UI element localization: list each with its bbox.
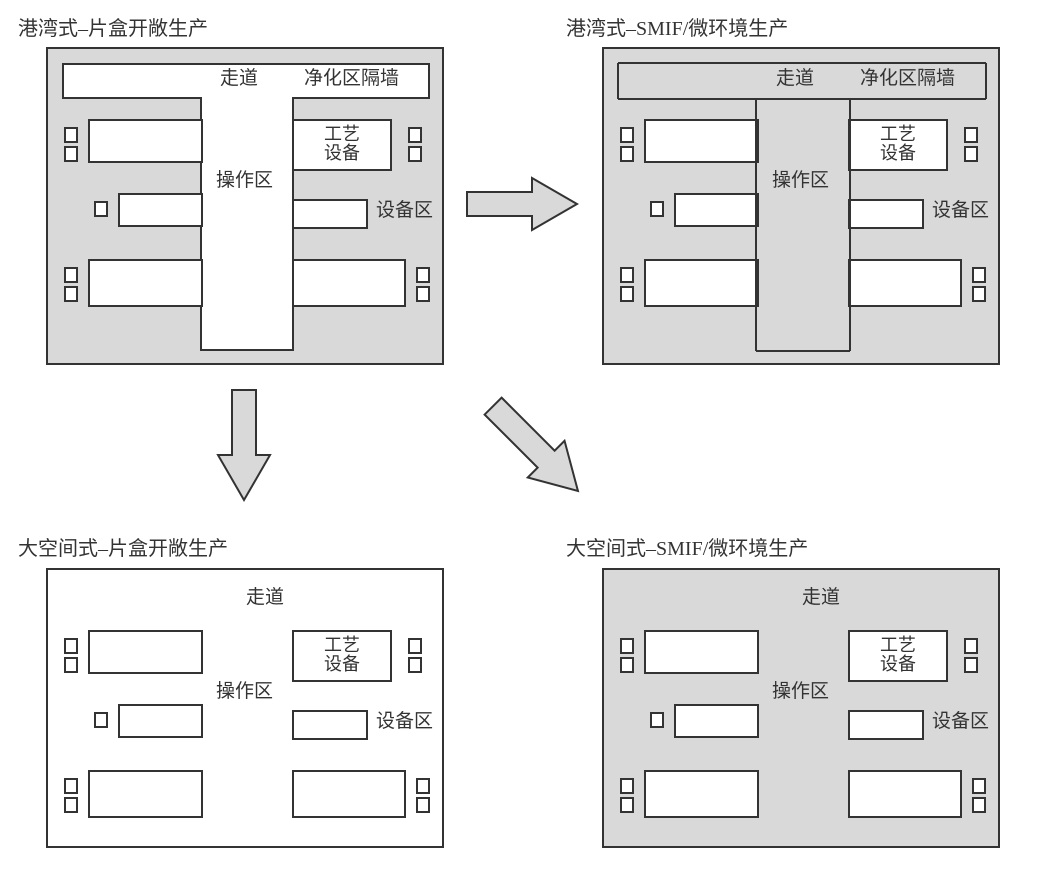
tl-sq-l1a [64,127,78,143]
tl-box-l2 [118,193,203,227]
tl-box-r3 [292,259,406,307]
br-sq-r3a [972,778,986,794]
br-box-r1: 工艺设备 [848,630,948,682]
br-sq-l1b [620,657,634,673]
br-box-r2 [848,710,924,740]
bl-sq-r1a [408,638,422,654]
tr-corridor-label: 走道 [776,69,814,89]
tl-partition-label: 净化区隔墙 [304,69,399,89]
bl-equip-label: 工艺设备 [294,636,390,674]
bl-sq-r3b [416,797,430,813]
bl-sq-l1b [64,657,78,673]
br-equipzone-label: 设备区 [932,712,989,732]
panel-tl-outer: 工艺设备 走道 净化区隔墙 操作区 设备区 [46,47,444,365]
br-sq-r3b [972,797,986,813]
tr-partition-label: 净化区隔墙 [860,69,955,89]
tl-sq-l1b [64,146,78,162]
bl-sq-r3a [416,778,430,794]
bl-sq-l3b [64,797,78,813]
tl-box-r2 [292,199,368,229]
bl-box-l3 [88,770,203,818]
br-sq-l2 [650,712,664,728]
bl-box-l1 [88,630,203,674]
tl-operation-label: 操作区 [216,171,273,191]
tl-sq-r3a [416,267,430,283]
br-sq-l3a [620,778,634,794]
tl-equipzone-label: 设备区 [376,201,433,221]
bl-sq-l2 [94,712,108,728]
bl-box-l2 [118,704,203,738]
br-equip-label: 工艺设备 [850,636,946,674]
tl-sq-l3a [64,267,78,283]
br-box-r3 [848,770,962,818]
tl-sq-r3b [416,286,430,302]
br-operation-label: 操作区 [772,682,829,702]
bl-sq-r1b [408,657,422,673]
tl-equip-label: 工艺设备 [294,125,390,163]
arrow-right-icon [462,174,582,234]
tl-corridor-label: 走道 [220,69,258,89]
tl-box-r1: 工艺设备 [292,119,392,171]
title-top-left: 港湾式–片盒开敞生产 [18,12,208,41]
br-sq-r1a [964,638,978,654]
tl-operation-area [200,97,294,351]
title-bottom-right: 大空间式–SMIF/微环境生产 [566,532,808,561]
bl-equipzone-label: 设备区 [376,712,433,732]
panel-tr-outer: 工艺设备 走道 净化区隔墙 操作区 设备区 [602,47,1000,365]
tl-sq-l3b [64,286,78,302]
tl-sq-r1a [408,127,422,143]
panel-br: 工艺设备 走道 操作区 设备区 [602,568,1000,848]
panel-bl: 工艺设备 走道 操作区 设备区 [46,568,444,848]
br-box-l1 [644,630,759,674]
bl-operation-label: 操作区 [216,682,273,702]
tr-equipzone-label: 设备区 [932,201,989,221]
bl-box-r2 [292,710,368,740]
bl-corridor-label: 走道 [246,588,284,608]
br-box-l2 [674,704,759,738]
bl-sq-l3a [64,778,78,794]
br-corridor-label: 走道 [802,588,840,608]
tl-box-l3 [88,259,203,307]
br-sq-l3b [620,797,634,813]
arrow-down-icon [214,385,274,505]
tl-sq-l2 [94,201,108,217]
title-bottom-left: 大空间式–片盒开敞生产 [18,532,228,561]
br-sq-r1b [964,657,978,673]
tl-box-l1 [88,119,203,163]
bl-sq-l1a [64,638,78,654]
br-sq-l1a [620,638,634,654]
arrow-diagonal-icon [462,375,602,515]
title-top-right: 港湾式–SMIF/微环境生产 [566,12,788,41]
tr-operation-label: 操作区 [772,171,829,191]
br-box-l3 [644,770,759,818]
tl-sq-r1b [408,146,422,162]
bl-box-r1: 工艺设备 [292,630,392,682]
bl-box-r3 [292,770,406,818]
